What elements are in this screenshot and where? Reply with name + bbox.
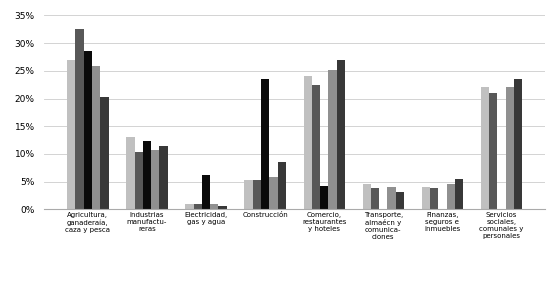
Bar	[126, 137, 135, 209]
Bar	[320, 186, 329, 209]
Bar	[261, 79, 269, 209]
Bar	[151, 150, 160, 209]
Bar	[481, 87, 489, 209]
Bar	[514, 79, 522, 209]
Bar	[210, 205, 219, 209]
Bar	[388, 187, 396, 209]
Bar	[304, 76, 312, 209]
Bar	[446, 184, 455, 209]
Bar	[269, 177, 277, 209]
Bar	[67, 60, 76, 209]
Bar	[219, 205, 227, 209]
Bar	[135, 152, 143, 209]
Bar	[193, 205, 202, 209]
Bar	[185, 205, 193, 209]
Bar	[489, 93, 497, 209]
Bar	[160, 146, 168, 209]
Bar	[202, 175, 210, 209]
Bar	[371, 188, 379, 209]
Bar	[430, 188, 438, 209]
Bar	[84, 51, 92, 209]
Bar	[329, 70, 336, 209]
Bar	[421, 187, 430, 209]
Bar	[245, 180, 253, 209]
Bar	[396, 192, 404, 209]
Bar	[363, 184, 371, 209]
Bar	[336, 60, 345, 209]
Bar	[100, 97, 108, 209]
Bar	[92, 66, 100, 209]
Bar	[277, 162, 286, 209]
Bar	[143, 141, 151, 209]
Bar	[76, 29, 84, 209]
Bar	[253, 180, 261, 209]
Bar	[455, 179, 463, 209]
Bar	[312, 85, 320, 209]
Bar	[505, 87, 514, 209]
